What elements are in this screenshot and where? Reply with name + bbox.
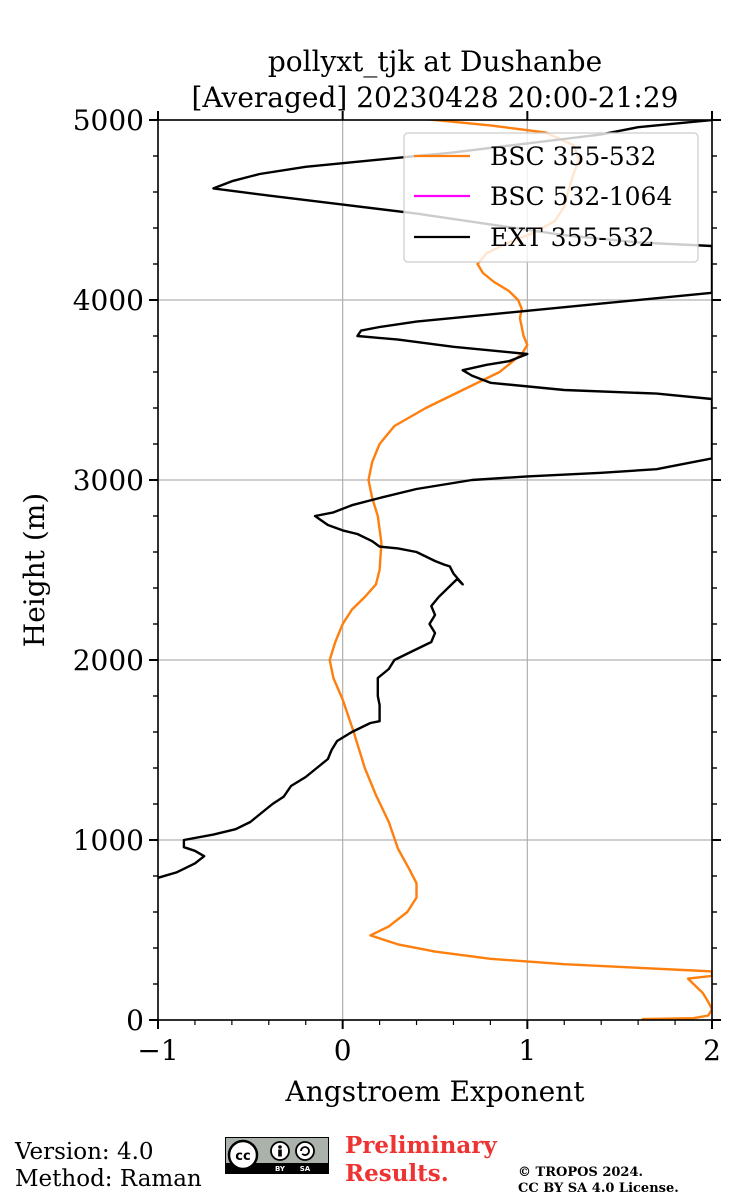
legend-box <box>403 132 699 263</box>
chart-title-line2: [Averaged] 20230428 20:00-21:29 <box>192 81 679 114</box>
y-tick-label: 4000 <box>73 284 144 317</box>
x-tick-label: 0 <box>334 1034 352 1067</box>
preliminary-line1: Preliminary <box>345 1132 497 1159</box>
copyright-note: © TROPOS 2024. CC BY SA 4.0 License. <box>518 1165 679 1197</box>
y-tick-label: 0 <box>126 1004 144 1037</box>
cc-badge-by: BY <box>275 1165 286 1173</box>
sa-icon <box>295 1141 315 1161</box>
y-tick-label: 5000 <box>73 104 144 137</box>
chart-title-line1: pollyxt_tjk at Dushanbe <box>268 45 602 78</box>
preliminary-line2: Results. <box>345 1160 449 1187</box>
cc-badge-sa: SA <box>300 1165 311 1173</box>
x-tick-label: 1 <box>518 1034 536 1067</box>
x-tick-label: −1 <box>137 1034 178 1067</box>
method-text: Method: Raman <box>15 1166 202 1192</box>
cc-license-badge: cc BY SA <box>225 1137 329 1174</box>
preliminary-results-note: Preliminary Results. <box>345 1132 497 1188</box>
y-tick-label: 3000 <box>73 464 144 497</box>
x-axis-label: Angstroem Exponent <box>285 1075 586 1108</box>
legend: BSC 355-532 BSC 532-1064 EXT 355-532 <box>403 132 699 263</box>
plot-frame <box>157 119 713 1021</box>
y-tick-label: 1000 <box>73 824 144 857</box>
copyright-line1: © TROPOS 2024. <box>518 1165 644 1180</box>
legend-label-ext-355-532: EXT 355-532 <box>490 223 655 252</box>
y-axis-label: Height (m) <box>18 493 51 647</box>
x-tick-label: 2 <box>703 1034 721 1067</box>
legend-label-bsc-532-1064: BSC 532-1064 <box>490 182 672 211</box>
legend-label-bsc-355-532: BSC 355-532 <box>490 142 656 171</box>
cc-badge-mark: cc <box>235 1149 250 1164</box>
version-text: Version: 4.0 <box>15 1139 154 1165</box>
copyright-line2: CC BY SA 4.0 License. <box>518 1181 679 1196</box>
y-tick-label: 2000 <box>73 644 144 677</box>
